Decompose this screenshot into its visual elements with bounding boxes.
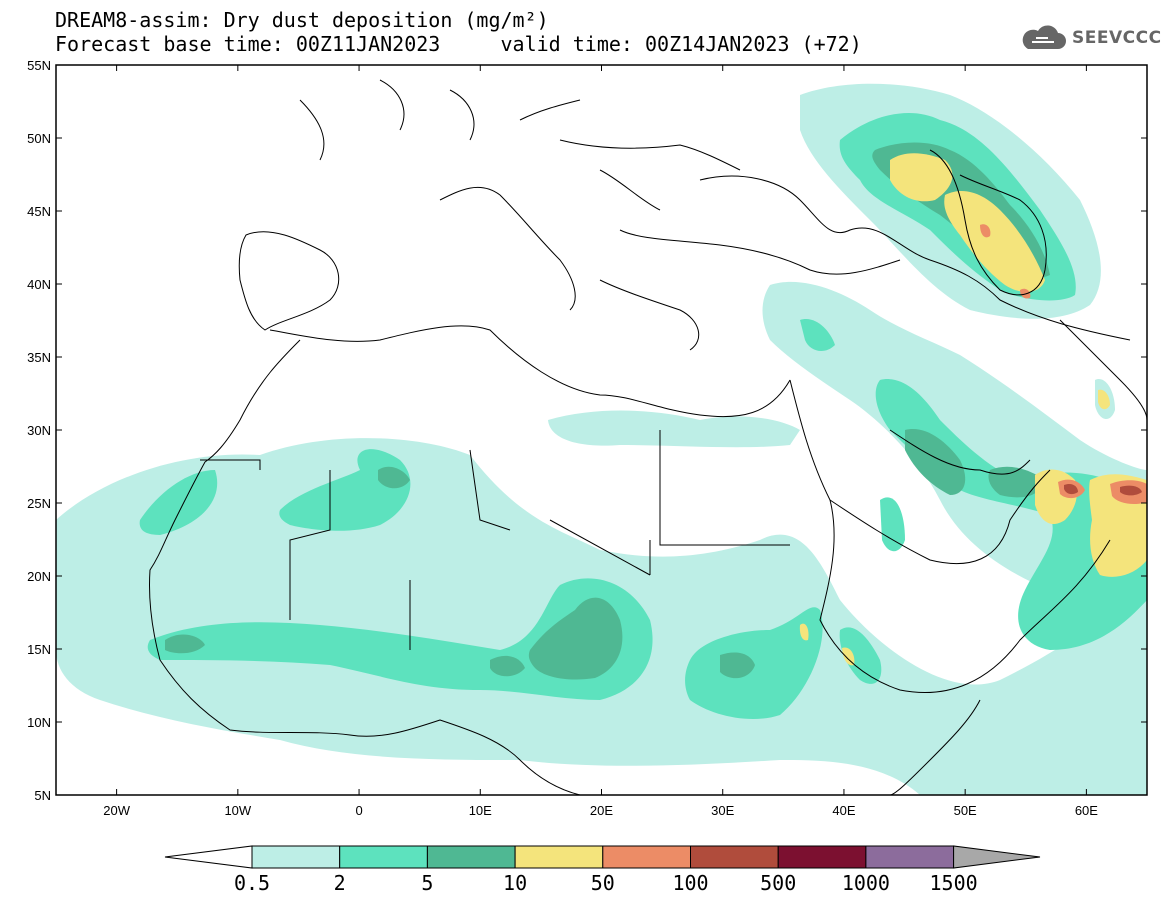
colorbar-under-arrow	[164, 845, 253, 869]
latitude-labels: 55N 50N 45N 40N 35N 30N 25N 20N 15N 10N 5N	[27, 58, 1147, 803]
lat-label: 35N	[27, 350, 51, 365]
colorbar-swatch	[777, 845, 867, 869]
cloud-icon	[1022, 25, 1066, 49]
lon-label: 0	[355, 803, 362, 818]
lat-label: 25N	[27, 496, 51, 511]
coastlines	[149, 79, 1147, 795]
lon-label: 10E	[469, 803, 492, 818]
lat-label: 50N	[27, 131, 51, 146]
colorbar-over-arrow	[953, 845, 1041, 869]
colorbar-label: 2	[334, 871, 346, 895]
colorbar-swatch	[426, 845, 516, 869]
colorbar-label: 5	[421, 871, 433, 895]
lat-label: 10N	[27, 715, 51, 730]
colorbar-label: 0.5	[234, 871, 270, 895]
deposition-field	[56, 79, 1147, 795]
colorbar-label: 1000	[842, 871, 890, 895]
longitude-labels: 20W 10W 0 10E 20E 30E 40E 50E 60E	[103, 65, 1098, 818]
lon-label: 20W	[103, 803, 130, 818]
colorbar-swatch	[339, 845, 428, 869]
deposition-level-100	[1064, 483, 1142, 496]
lon-label: 20E	[590, 803, 613, 818]
colorbar-swatch	[602, 845, 691, 869]
colorbar-label: 1500	[930, 871, 978, 895]
colorbar-label: 50	[591, 871, 615, 895]
lat-label: 5N	[34, 788, 51, 803]
lat-label: 45N	[27, 204, 51, 219]
colorbar-swatch	[690, 845, 779, 869]
seevccc-logo: SEEVCCC	[1018, 25, 1162, 51]
colorbar-label: 500	[760, 871, 796, 895]
colorbar: 0.5 2 5 10 50 100 500 1000 1500	[164, 845, 1041, 895]
lon-label: 40E	[832, 803, 855, 818]
lon-label: 30E	[711, 803, 734, 818]
lon-label: 60E	[1075, 803, 1098, 818]
map-subtitle: Forecast base time: 00Z11JAN2023 valid t…	[55, 32, 862, 56]
colorbar-label: 10	[503, 871, 527, 895]
lat-label: 15N	[27, 642, 51, 657]
lat-label: 20N	[27, 569, 51, 584]
lat-label: 55N	[27, 58, 51, 73]
map-title: DREAM8-assim: Dry dust deposition (mg/m²…	[55, 8, 549, 32]
lon-label: 10W	[224, 803, 251, 818]
colorbar-swatch	[865, 845, 955, 869]
logo-text: SEEVCCC	[1072, 28, 1162, 48]
colorbar-swatch	[251, 845, 341, 869]
lat-label: 40N	[27, 277, 51, 292]
lon-label: 50E	[954, 803, 977, 818]
lat-label: 30N	[27, 423, 51, 438]
colorbar-label: 100	[672, 871, 708, 895]
colorbar-swatch	[514, 845, 604, 869]
